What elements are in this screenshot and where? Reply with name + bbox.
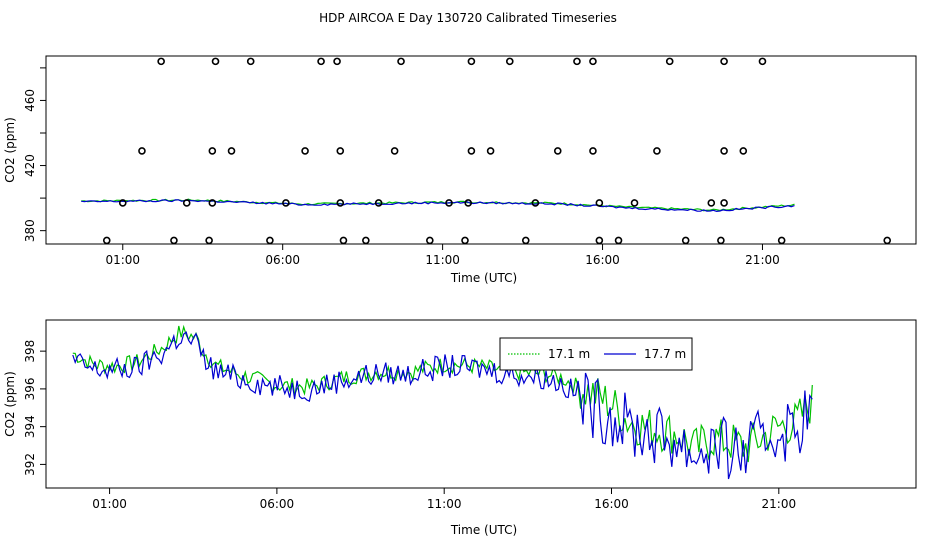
data-point: [339, 236, 348, 245]
data-point: [595, 199, 604, 207]
data-point: [777, 236, 786, 245]
data-point: [573, 57, 581, 66]
panel-bottom-x-axis: 01:00 06:00 11:00 16:00 21:00: [92, 487, 797, 511]
data-point: [208, 147, 217, 155]
data-point: [883, 236, 892, 245]
legend-label-17-1m: 17.1 m: [548, 347, 590, 361]
data-point: [521, 236, 530, 245]
data-point: [653, 147, 661, 155]
panel-top-x-axis: 01:00 06:00 11:00 16:00 21:00: [105, 243, 780, 267]
panel-top-points: [102, 57, 892, 245]
data-point: [227, 147, 236, 155]
data-point: [553, 147, 562, 155]
data-point: [102, 236, 111, 245]
data-point: [505, 57, 514, 66]
y-tick-label: 420: [23, 154, 37, 177]
x-tick-label: 16:00: [594, 497, 629, 511]
panel-bottom-x-label: Time (UTC): [450, 523, 517, 537]
chart-title: HDP AIRCOA E Day 130720 Calibrated Times…: [319, 11, 617, 25]
panel-bottom-frame: [45, 319, 917, 489]
series-line-0: [72, 324, 813, 463]
data-point: [720, 57, 728, 66]
data-point: [630, 199, 639, 207]
data-point: [390, 147, 399, 155]
series-line-1: [81, 199, 795, 213]
panel-bottom-y-label: CO2 (ppm): [3, 371, 17, 437]
data-point: [589, 57, 597, 66]
data-point: [362, 236, 370, 245]
panel-bottom-y-axis: 392 394 396 398: [23, 340, 47, 476]
data-point: [614, 236, 623, 245]
data-point: [720, 199, 728, 207]
y-tick-label: 398: [23, 340, 37, 363]
x-tick-label: 16:00: [585, 253, 620, 267]
y-tick-label: 394: [23, 415, 37, 438]
y-tick-label: 460: [23, 89, 37, 112]
y-tick-label: 380: [23, 219, 37, 242]
data-point: [531, 199, 540, 207]
data-point: [282, 199, 290, 207]
data-point: [739, 147, 748, 155]
data-point: [758, 57, 767, 66]
x-tick-label: 11:00: [427, 497, 462, 511]
data-point: [336, 199, 345, 207]
data-point: [665, 57, 674, 66]
data-point: [118, 199, 127, 207]
x-tick-label: 06:00: [265, 253, 300, 267]
data-point: [266, 236, 274, 245]
data-point: [681, 236, 690, 245]
data-point: [426, 236, 434, 245]
data-point: [445, 199, 453, 207]
data-point: [486, 147, 495, 155]
data-point: [333, 57, 341, 66]
y-tick-label: 392: [23, 453, 37, 476]
panel-bottom: 01:00 06:00 11:00 16:00 21:00 392 394 396 398 T…: [3, 319, 917, 537]
data-point: [461, 236, 469, 245]
x-tick-label: 01:00: [92, 497, 127, 511]
panel-top-y-label: CO2 (ppm): [3, 117, 17, 183]
x-tick-label: 01:00: [105, 253, 140, 267]
data-point: [397, 57, 405, 66]
data-point: [157, 57, 165, 66]
data-point: [717, 236, 725, 245]
data-point: [182, 199, 191, 207]
data-point: [208, 199, 217, 207]
panel-top-frame: [45, 55, 917, 245]
panel-top: 01:00 06:00 11:00 16:00 21:00 380 420 460 Time…: [3, 55, 917, 285]
x-tick-label: 21:00: [745, 253, 780, 267]
data-point: [138, 147, 146, 155]
legend-label-17-7m: 17.7 m: [644, 347, 686, 361]
data-point: [246, 57, 255, 66]
data-point: [720, 147, 728, 155]
data-point: [464, 199, 473, 207]
data-point: [205, 236, 213, 245]
data-point: [374, 199, 383, 207]
panel-top-series: [81, 198, 795, 213]
panel-top-y-axis: 380 420 460: [23, 67, 47, 242]
data-point: [589, 147, 597, 155]
data-point: [707, 199, 716, 207]
data-point: [317, 57, 325, 66]
series-line-1: [72, 331, 813, 480]
panel-bottom-series: [72, 324, 813, 480]
data-point: [467, 57, 476, 66]
legend: 17.1 m 17.7 m: [499, 337, 693, 371]
data-point: [467, 147, 476, 155]
x-tick-label: 06:00: [260, 497, 295, 511]
data-point: [336, 147, 345, 155]
data-point: [170, 236, 178, 245]
panel-top-x-label: Time (UTC): [450, 271, 517, 285]
data-point: [211, 57, 220, 66]
x-tick-label: 21:00: [762, 497, 797, 511]
y-tick-label: 396: [23, 377, 37, 400]
data-point: [301, 147, 309, 155]
data-point: [595, 236, 604, 245]
x-tick-label: 11:00: [425, 253, 460, 267]
